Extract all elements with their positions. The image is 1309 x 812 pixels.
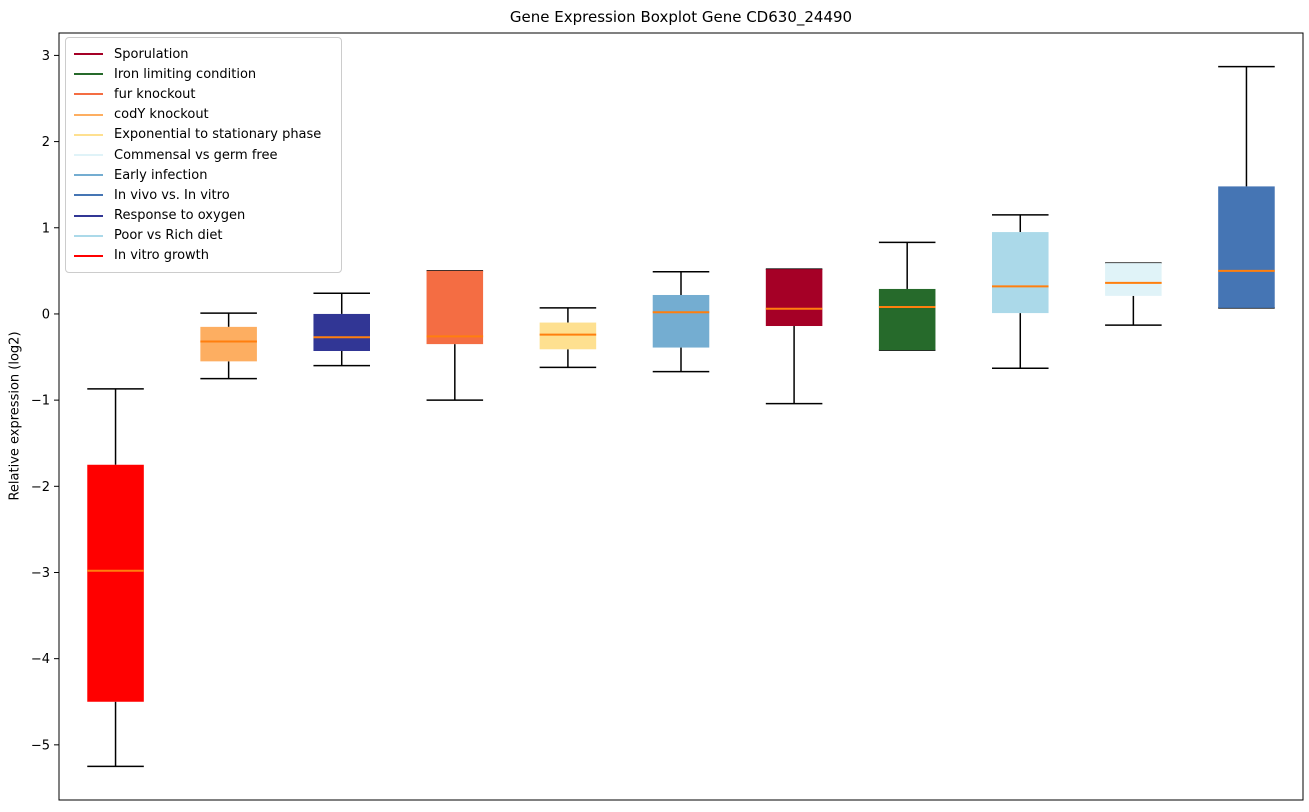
axes-spines — [58, 32, 1304, 801]
box-cody-knockout — [200, 312, 257, 380]
legend-swatch-iron-limiting-condition — [74, 73, 103, 76]
box-in-vivo-vs-in-vitro — [1218, 65, 1275, 309]
box-rect — [992, 232, 1049, 314]
y-axis-tick-label: 1 — [42, 221, 50, 236]
legend-swatch-in-vitro-growth — [74, 254, 103, 257]
box-rect — [539, 322, 597, 350]
legend-item-commensal-vs-germ-free: Commensal vs germ free — [74, 145, 333, 165]
legend-label: Poor vs Rich diet — [114, 228, 223, 244]
y-axis-tick-label: −2 — [31, 480, 50, 495]
chart-title: Gene Expression Boxplot Gene CD630_24490 — [509, 8, 853, 26]
legend-item-sporulation: Sporulation — [74, 44, 333, 64]
legend-label: Commensal vs germ free — [114, 147, 278, 163]
box-commensal-vs-germ-free — [1105, 262, 1162, 326]
box-rect — [652, 294, 710, 348]
legend-swatch-early-infection — [74, 174, 103, 177]
box-rect — [878, 288, 936, 351]
legend-swatch-in-vivo-vs-in-vitro — [74, 194, 103, 197]
legend-item-fur-knockout: fur knockout — [74, 84, 333, 104]
y-axis-tick-label: −5 — [31, 738, 50, 753]
legend-swatch-response-to-oxygen — [74, 214, 103, 217]
legend-label: Early infection — [114, 167, 208, 183]
box-poor-vs-rich-diet — [992, 214, 1049, 369]
box-rect — [765, 269, 823, 327]
y-axis-tick-label: −1 — [31, 394, 50, 409]
legend-swatch-fur-knockout — [74, 93, 103, 96]
legend-label: Exponential to stationary phase — [114, 127, 322, 143]
box-iron-limiting-condition — [878, 241, 936, 351]
legend-label: In vitro growth — [114, 248, 209, 264]
box-in-vitro-growth — [87, 388, 144, 768]
legend-item-iron-limiting-condition: Iron limiting condition — [74, 64, 333, 84]
legend-label: codY knockout — [114, 107, 209, 123]
y-axis-tick-label: −4 — [31, 652, 50, 667]
legend-swatch-sporulation — [74, 53, 103, 56]
box-rect — [313, 313, 370, 352]
legend-swatch-commensal-vs-germ-free — [74, 154, 103, 157]
legend-label: Response to oxygen — [114, 208, 246, 224]
box-rect — [426, 270, 484, 345]
legend-item-in-vitro-growth: In vitro growth — [74, 246, 333, 266]
legend-swatch-exponential-to-stationary-phase — [74, 133, 103, 136]
legend-label: Sporulation — [114, 46, 189, 62]
box-exponential-to-stationary-phase — [539, 307, 597, 369]
legend-item-in-vivo-vs-in-vitro: In vivo vs. In vitro — [74, 185, 333, 205]
box-rect — [1218, 186, 1275, 308]
legend-item-response-to-oxygen: Response to oxygen — [74, 206, 333, 226]
y-axis-tick-label: −3 — [31, 566, 50, 581]
legend: Sporulation Iron limiting condition fur kn… — [65, 37, 342, 274]
y-axis-tick-label: 2 — [42, 135, 50, 150]
legend-item-early-infection: Early infection — [74, 165, 333, 185]
legend-item-poor-vs-rich-diet: Poor vs Rich diet — [74, 226, 333, 246]
legend-swatch-poor-vs-rich-diet — [74, 234, 103, 237]
legend-label: Iron limiting condition — [114, 66, 257, 82]
box-sporulation — [765, 268, 823, 405]
legend-item-cody-knockout: codY knockout — [74, 105, 333, 125]
box-response-to-oxygen — [313, 292, 370, 367]
y-axis-tick-label: 0 — [42, 307, 50, 322]
legend-label: In vivo vs. In vitro — [114, 187, 230, 203]
legend-label: fur knockout — [114, 86, 196, 102]
box-rect — [1105, 263, 1162, 296]
box-rect — [87, 464, 144, 702]
box-rect — [200, 326, 257, 362]
legend-item-exponential-to-stationary-phase: Exponential to stationary phase — [74, 125, 333, 145]
legend-swatch-cody-knockout — [74, 113, 103, 116]
box-early-infection — [652, 270, 710, 373]
y-axis-tick-label: 3 — [42, 49, 50, 64]
box-fur-knockout — [426, 270, 484, 401]
